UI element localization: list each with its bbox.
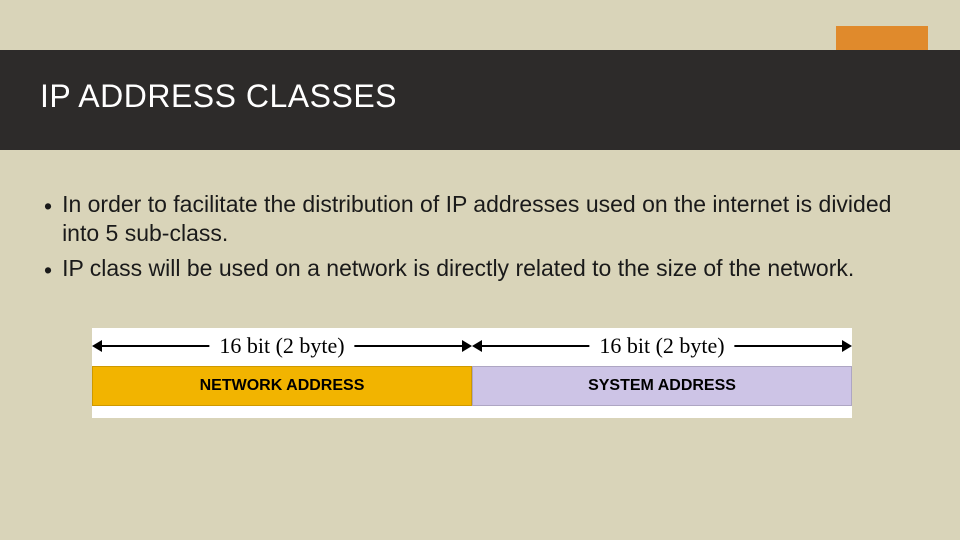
bullet-dot-icon: •: [44, 192, 52, 221]
bullet-text: In order to facilitate the distribution …: [62, 190, 900, 248]
bullet-item: • In order to facilitate the distributio…: [40, 190, 900, 248]
slide: IP ADDRESS CLASSES • In order to facilit…: [0, 0, 960, 540]
bullet-list: • In order to facilitate the distributio…: [40, 190, 900, 290]
dimension-right: 16 bit (2 byte): [472, 332, 852, 360]
system-address-box: SYSTEM ADDRESS: [472, 366, 852, 406]
arrow-right-icon: [842, 340, 852, 352]
dimension-label-left: 16 bit (2 byte): [209, 333, 354, 359]
address-boxes-row: NETWORK ADDRESS SYSTEM ADDRESS: [92, 366, 852, 406]
dimension-left: 16 bit (2 byte): [92, 332, 472, 360]
dimension-label-right: 16 bit (2 byte): [589, 333, 734, 359]
bullet-text: IP class will be used on a network is di…: [62, 254, 900, 283]
arrow-right-icon: [462, 340, 472, 352]
ip-address-diagram: 16 bit (2 byte) 16 bit (2 byte) NETWORK …: [92, 328, 852, 418]
network-address-box: NETWORK ADDRESS: [92, 366, 472, 406]
bullet-item: • IP class will be used on a network is …: [40, 254, 900, 285]
slide-title: IP ADDRESS CLASSES: [40, 78, 397, 115]
dimension-row: 16 bit (2 byte) 16 bit (2 byte): [92, 332, 852, 360]
bullet-dot-icon: •: [44, 256, 52, 285]
